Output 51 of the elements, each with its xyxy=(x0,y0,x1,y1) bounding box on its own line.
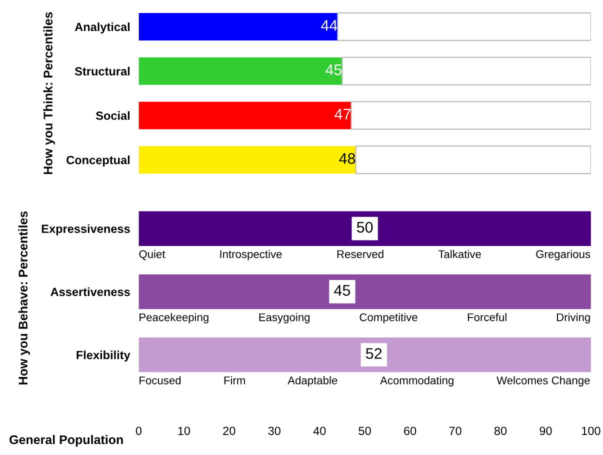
category-label: Structural xyxy=(74,66,130,76)
bar xyxy=(337,12,591,42)
x-tick-label: 70 xyxy=(449,426,462,436)
category-label: Conceptual xyxy=(66,156,130,167)
annotation: Firm xyxy=(224,376,245,384)
bar xyxy=(138,57,342,85)
data-label: 45 xyxy=(326,64,342,76)
category-label: Analytical xyxy=(74,22,130,34)
x-axis-title: General Population xyxy=(10,434,123,447)
x-tick-label: 30 xyxy=(268,426,280,436)
x-tick-label: 50 xyxy=(358,426,371,436)
x-tick-label: 60 xyxy=(404,426,416,436)
annotation: Peacekeeping xyxy=(140,313,208,324)
annotation: Quiet xyxy=(139,250,166,260)
annotation: Forceful xyxy=(468,313,506,322)
x-tick-label: 80 xyxy=(494,426,507,436)
annotation: Easygoing xyxy=(259,313,310,324)
y-axis-title: How you Think: Percentiles xyxy=(43,12,55,174)
bar xyxy=(138,146,356,174)
data-label: 52 xyxy=(366,348,382,359)
annotation: Welcomes Change xyxy=(496,376,590,387)
bar xyxy=(138,12,338,40)
bar xyxy=(355,146,591,174)
bar xyxy=(342,56,591,86)
annotation: Focused xyxy=(140,376,181,384)
annotation: Talkative xyxy=(438,250,481,258)
annotation: Introspective xyxy=(220,250,282,260)
data-label: 48 xyxy=(339,153,356,164)
annotation: Competitive xyxy=(360,313,418,324)
y-axis-title: How you Behave: Percentiles xyxy=(18,211,30,384)
category-label: Assertiveness xyxy=(50,287,130,296)
x-tick-label: 100 xyxy=(582,426,600,436)
bar xyxy=(350,101,591,130)
x-tick-label: 90 xyxy=(540,426,552,436)
x-tick-label: 0 xyxy=(136,426,142,436)
category-label: Expressiveness xyxy=(42,224,130,236)
data-label: 45 xyxy=(334,285,350,296)
annotation: Acommodating xyxy=(380,376,454,387)
x-tick-label: 10 xyxy=(178,426,190,436)
bar xyxy=(138,102,352,130)
annotation: Adaptable xyxy=(288,376,338,387)
category-label: Social xyxy=(96,111,130,120)
x-tick-label: 20 xyxy=(223,426,236,436)
data-label: 44 xyxy=(321,20,338,31)
annotation: Gregarious xyxy=(536,250,590,260)
category-label: Flexibility xyxy=(76,350,130,362)
data-label: 50 xyxy=(356,222,373,233)
annotation: Reserved xyxy=(337,250,384,258)
annotation: Driving xyxy=(556,313,590,324)
data-label: 47 xyxy=(334,108,350,120)
x-tick-label: 40 xyxy=(313,426,326,436)
